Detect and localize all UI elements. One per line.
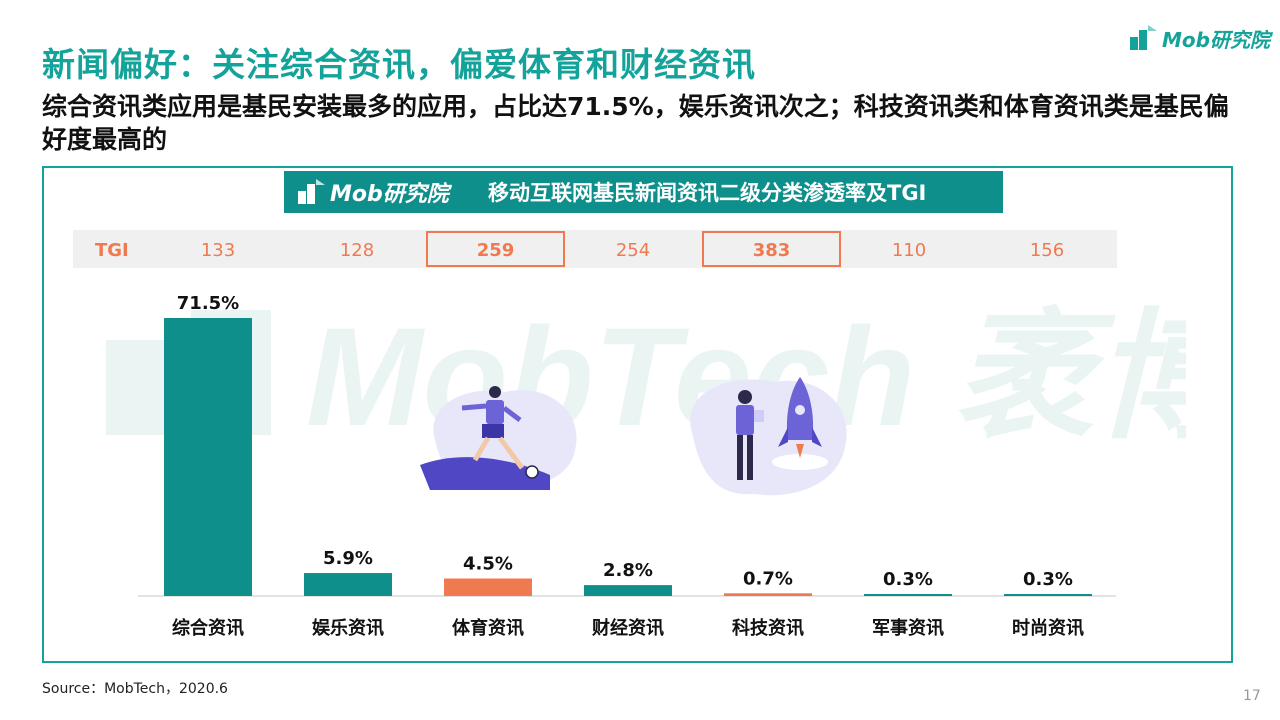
bar-value-label: 71.5% [177,293,239,314]
bar-value-label: 0.3% [1023,569,1073,590]
chart-frame [42,166,1233,663]
source-note: Source：MobTech，2020.6 [42,681,228,697]
tgi-value-highlighted: 259 [426,231,565,267]
category-label: 科技资讯 [732,617,804,639]
brand-text: Mob研究院 [1162,27,1270,52]
chart-header-logo: Mob研究院 [296,176,466,208]
chart-header-logo-text: Mob研究院 [330,182,449,207]
category-label: 财经资讯 [592,617,664,639]
tgi-label: TGI [95,240,129,261]
category-label: 军事资讯 [872,617,944,639]
bar-6 [864,594,952,596]
bar-value-label: 0.3% [883,569,933,590]
tgi-value: 110 [891,240,927,261]
category-label: 时尚资讯 [1012,617,1084,639]
tgi-row [73,230,1117,268]
bar-value-label: 2.8% [603,560,653,581]
bar-value-label: 4.5% [463,554,513,575]
bar-3 [444,578,532,596]
bar-2 [304,573,392,596]
mob-logo-icon [1130,25,1157,50]
rocket-scientist-illustration [690,377,847,496]
page-subtitle: 综合资讯类应用是基民安装最多的应用，占比达71.5%，娱乐资讯次之；科技资讯类和… [42,92,1229,154]
bar-5 [724,593,812,596]
category-label: 综合资讯 [172,617,244,639]
tgi-value-highlighted: 383 [702,231,841,267]
category-label: 娱乐资讯 [312,617,384,639]
tgi-value: 128 [339,240,375,261]
tgi-value: 133 [200,240,236,261]
soccer-player-illustration [420,386,577,490]
chart-title: 移动互联网基民新闻资讯二级分类渗透率及TGI [488,181,927,205]
tgi-value: 254 [615,240,651,261]
tgi-value: 156 [1029,240,1065,261]
bar-value-label: 5.9% [323,548,373,569]
brand-logo: Mob研究院 [1128,22,1270,54]
chart-header-bar: Mob研究院 移动互联网基民新闻资讯二级分类渗透率及TGI [284,171,1003,213]
bar-value-label: 0.7% [743,568,793,589]
page-number: 17 [1243,688,1261,704]
mob-logo-icon [298,179,325,204]
bar-4 [584,585,672,596]
category-label: 体育资讯 [452,617,524,639]
bar-1 [164,318,252,596]
bar-7 [1004,594,1092,596]
page-title: 新闻偏好：关注综合资讯，偏爱体育和财经资讯 [42,45,756,84]
